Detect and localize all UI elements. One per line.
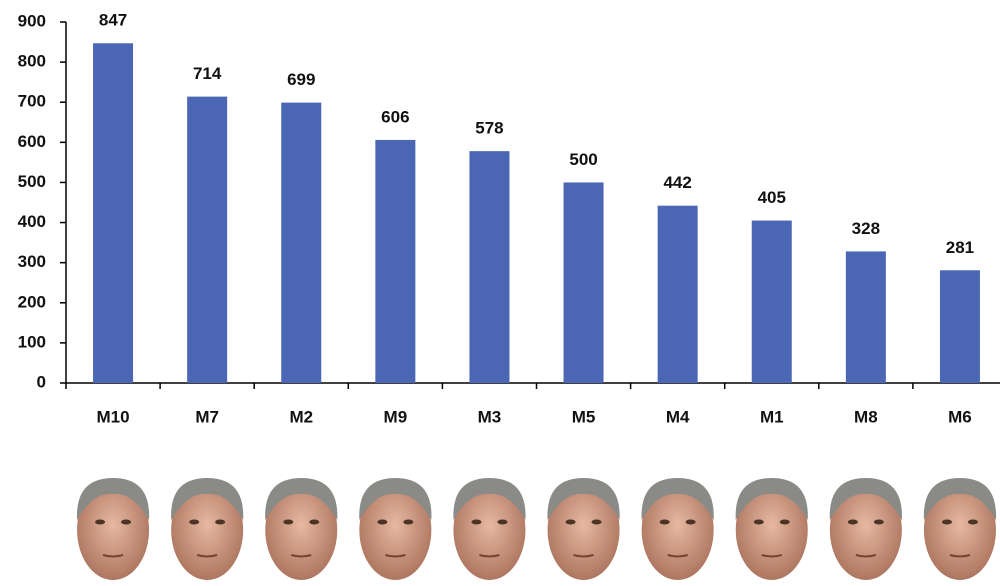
value-label: 500 [569, 150, 597, 169]
x-tick-label: M9 [384, 407, 408, 426]
face-eye [471, 519, 482, 525]
face-eye [121, 519, 132, 525]
face-eye [95, 519, 106, 525]
face-eye [189, 519, 200, 525]
face [171, 480, 244, 580]
face-hair [359, 478, 432, 520]
face-mouth [949, 554, 971, 558]
value-label: 578 [475, 119, 503, 138]
face-hair [641, 478, 714, 520]
face-eye [215, 519, 226, 525]
bar [657, 205, 698, 383]
value-label: 606 [381, 107, 409, 126]
x-tick-label: M8 [854, 407, 878, 426]
face-hair [829, 478, 902, 520]
face-eye [377, 519, 388, 525]
y-tick-label: 200 [18, 292, 46, 311]
face-mouth [196, 554, 218, 558]
face [641, 480, 714, 580]
y-tick-label: 300 [18, 252, 46, 271]
bar [939, 270, 980, 383]
face-hair [923, 478, 997, 520]
face-eye [309, 519, 320, 525]
face-eye [847, 519, 858, 525]
face-eye [941, 519, 952, 525]
y-tick-label: 600 [18, 132, 46, 151]
face-mouth [855, 554, 877, 558]
face-eye [873, 519, 884, 525]
face-mouth [479, 554, 500, 558]
y-tick-label: 500 [18, 172, 46, 191]
face [829, 480, 902, 580]
y-tick-label: 0 [37, 372, 46, 391]
face-mouth [573, 554, 594, 558]
bar [563, 182, 604, 383]
y-tick-label: 900 [18, 11, 46, 30]
bar [93, 43, 134, 384]
x-tick-label: M1 [760, 407, 784, 426]
y-tick-label: 800 [18, 52, 46, 71]
y-tick-label: 400 [18, 212, 46, 231]
x-tick-label: M6 [948, 407, 972, 426]
bar [281, 102, 322, 383]
value-label: 847 [99, 11, 127, 30]
face-eye [403, 519, 414, 525]
value-label: 714 [193, 64, 222, 83]
face-eye [779, 519, 790, 525]
face-mouth [667, 554, 688, 558]
face-hair [76, 478, 150, 520]
face-eye [659, 519, 670, 525]
x-tick-label: M4 [666, 407, 690, 426]
face [265, 480, 338, 580]
face-hair [453, 478, 526, 520]
value-label: 405 [758, 188, 786, 207]
face-hair [735, 478, 808, 520]
face-eye [685, 519, 696, 525]
x-tick-label: M5 [572, 407, 596, 426]
face-mouth [385, 554, 406, 558]
face-eye [753, 519, 764, 525]
value-label: 281 [946, 238, 974, 257]
face-mouth [102, 554, 124, 558]
bar [187, 96, 228, 384]
value-label: 442 [663, 173, 691, 192]
value-label: 328 [852, 219, 880, 238]
bar [751, 220, 792, 383]
face [359, 480, 432, 580]
face-eye [497, 519, 508, 525]
face-hair [171, 478, 244, 520]
face [77, 480, 150, 580]
face-eye [591, 519, 602, 525]
face [923, 480, 996, 580]
face-eye [565, 519, 576, 525]
face [735, 480, 808, 580]
y-tick-label: 700 [18, 92, 46, 111]
face [547, 480, 620, 580]
x-tick-label: M10 [97, 407, 130, 426]
value-label: 699 [287, 70, 315, 89]
face-hair [547, 478, 620, 520]
bar [845, 251, 886, 383]
bar [469, 151, 510, 383]
x-tick-label: M2 [289, 407, 313, 426]
face [453, 480, 526, 580]
face-mouth [290, 554, 312, 558]
x-tick-label: M7 [195, 407, 219, 426]
face-hair [265, 478, 338, 520]
y-tick-label: 100 [18, 332, 46, 351]
face-mouth [761, 554, 783, 558]
bar [375, 139, 416, 383]
x-tick-label: M3 [478, 407, 502, 426]
face-eye [967, 519, 978, 525]
face-eye [283, 519, 294, 525]
